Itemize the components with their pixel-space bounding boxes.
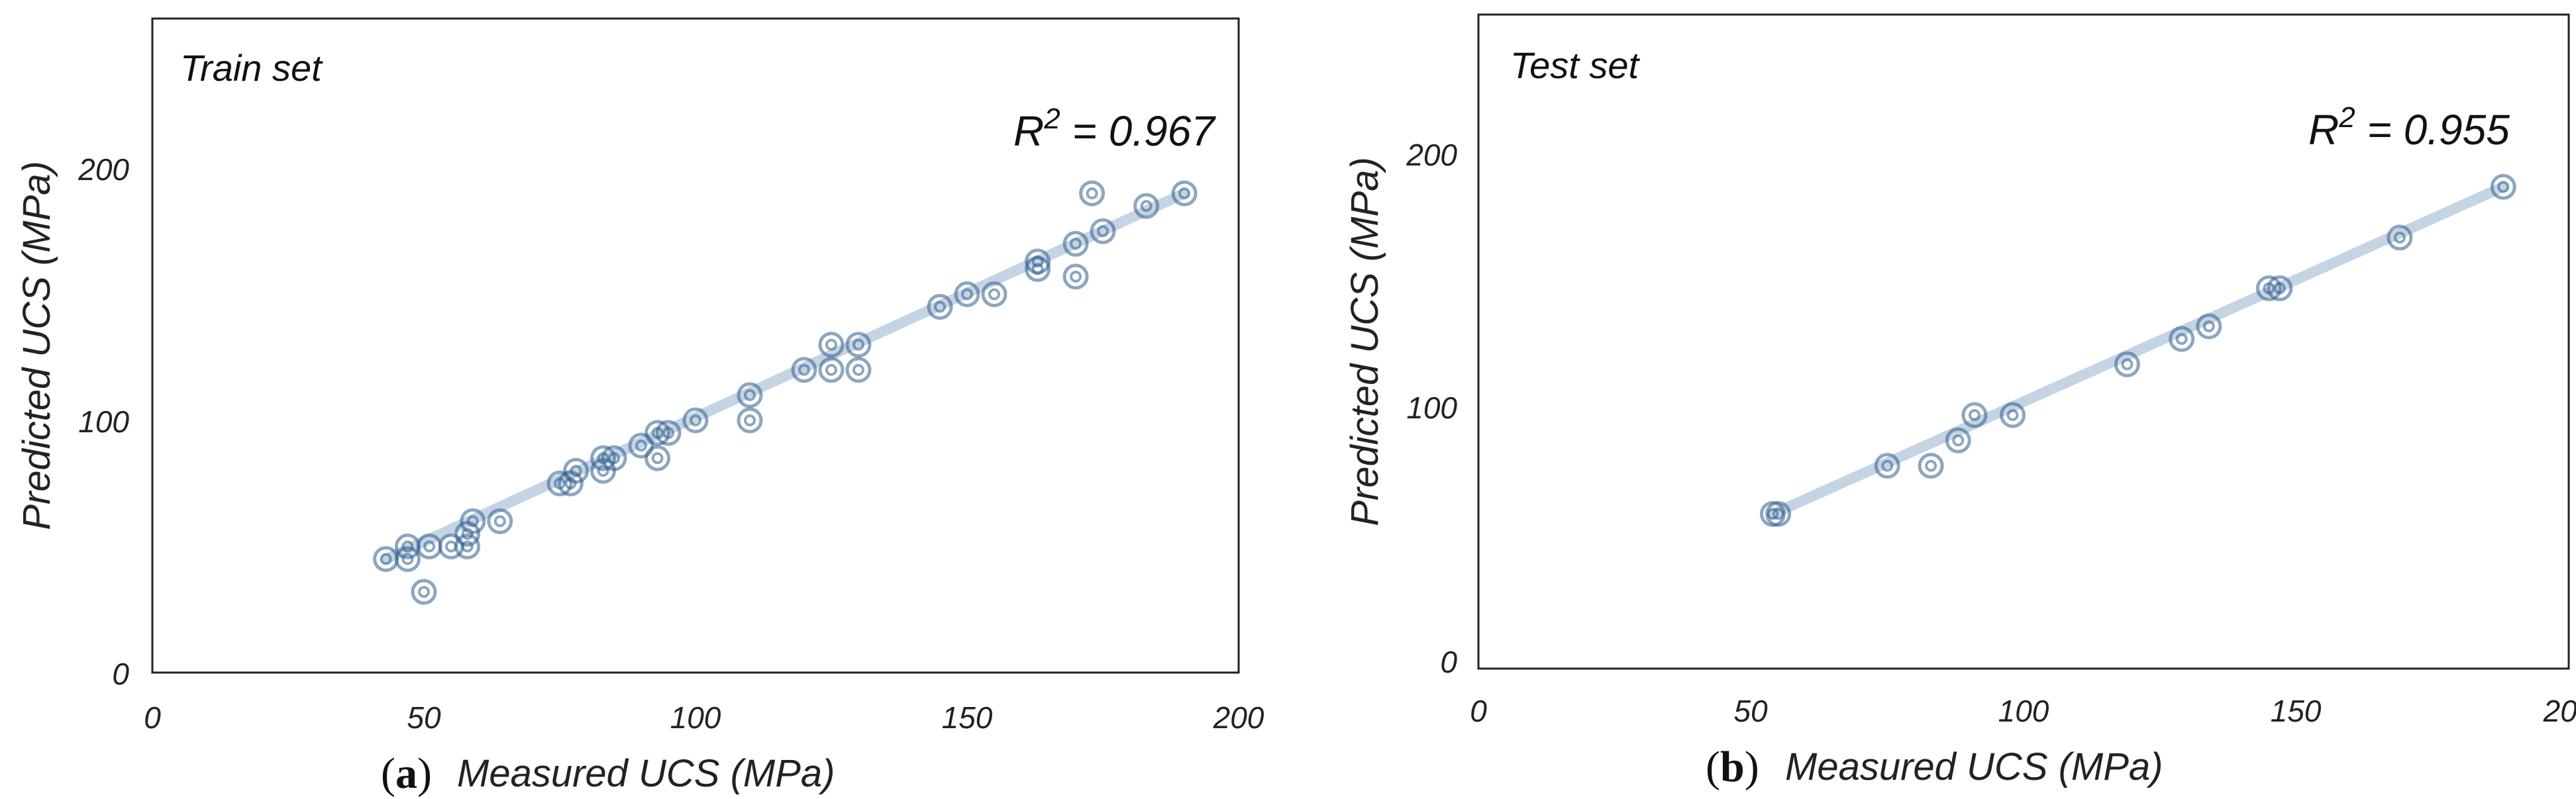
x-tick-label-a: 150 <box>942 700 993 735</box>
data-point <box>737 382 763 408</box>
x-tick-label-b: 200 <box>2543 694 2576 728</box>
panel-a: Train set R2 = 0.967 0 100 200 0 50 100 … <box>15 17 1264 798</box>
data-point <box>1918 453 1944 479</box>
data-point <box>2114 351 2140 377</box>
data-point <box>954 281 980 307</box>
data-point <box>655 420 682 446</box>
data-point <box>845 357 872 383</box>
data-point <box>1062 230 1089 257</box>
data-point <box>460 508 486 534</box>
x-tick-label-b: 0 <box>1470 694 1487 728</box>
r2-exponent-a: 2 <box>1043 103 1060 135</box>
r2-exponent-b: 2 <box>2338 101 2355 134</box>
sublabel-close-paren-b: ) <box>1745 743 1759 791</box>
data-point <box>394 546 421 573</box>
x-tick-label-a: 100 <box>670 700 721 735</box>
data-point <box>454 534 481 559</box>
r2-letter-a: R <box>1013 107 1044 155</box>
y-tick-label-b: 0 <box>1440 645 1457 679</box>
sublabel-letter-a: a <box>395 749 417 798</box>
data-point <box>2387 224 2413 251</box>
data-point <box>1945 427 1971 453</box>
panel-b: Test set R2 = 0.955 0 100 200 0 50 100 1… <box>1343 13 2576 791</box>
r2-annotation-a: R2 = 0.967 <box>1013 103 1216 155</box>
x-tick-label-a: 50 <box>407 700 441 735</box>
sublabel-close-paren-a: ) <box>417 749 432 798</box>
x-tick-label-b: 150 <box>2271 694 2322 728</box>
x-tick-label-a: 0 <box>144 700 161 735</box>
y-ticks-b: 0 100 200 <box>1406 138 1457 679</box>
data-point <box>557 470 584 496</box>
x-axis-label-a: Measured UCS (MPa) <box>457 752 835 795</box>
data-point <box>818 357 845 383</box>
data-point <box>487 508 513 534</box>
data-points-b <box>1759 173 2516 527</box>
y-tick-label-a: 0 <box>112 657 129 691</box>
x-tick-label-b: 50 <box>1733 694 1768 728</box>
data-point <box>791 357 817 383</box>
data-point <box>2267 275 2293 301</box>
r2-annotation-b: R2 = 0.955 <box>2308 101 2510 154</box>
data-point <box>981 281 1007 307</box>
data-point <box>2169 326 2195 352</box>
data-point <box>644 445 671 471</box>
data-point <box>927 294 953 320</box>
data-point <box>1961 402 1988 428</box>
r2-letter-b: R <box>2308 106 2339 154</box>
x-tick-label-a: 200 <box>1213 700 1264 735</box>
panel-title-b: Test set <box>1510 44 1640 86</box>
data-point <box>601 445 627 471</box>
data-point <box>1133 193 1160 219</box>
data-point <box>818 332 845 358</box>
data-point <box>1171 180 1198 207</box>
data-point <box>737 407 763 434</box>
data-point <box>1079 180 1106 207</box>
y-axis-label-a: Predicted UCS (MPa) <box>15 161 58 530</box>
y-tick-label-a: 200 <box>77 152 129 187</box>
x-tick-label-b: 100 <box>1998 694 2049 728</box>
data-point <box>1874 453 1900 479</box>
x-ticks-b: 0 50 100 150 200 <box>1470 694 2576 728</box>
data-point <box>2196 313 2222 340</box>
data-point <box>411 579 437 605</box>
trendline-a <box>380 188 1190 565</box>
y-tick-label-b: 100 <box>1406 391 1457 425</box>
subfigure-label-a: (a) <box>381 749 432 798</box>
sublabel-open-paren-b: ( <box>1706 743 1720 791</box>
data-points-a <box>373 180 1198 605</box>
data-point <box>1062 263 1089 290</box>
sublabel-letter-b: b <box>1720 743 1745 791</box>
data-point <box>1765 500 1792 527</box>
plot-frame-a <box>151 17 1240 674</box>
subfigure-label-b: (b) <box>1706 743 1759 791</box>
data-point <box>1090 218 1116 244</box>
sublabel-open-paren-a: ( <box>381 749 395 798</box>
y-tick-label-b: 200 <box>1406 138 1457 172</box>
r2-value-b: = 0.955 <box>2355 106 2510 154</box>
y-axis-label-b: Predicted UCS (MPa) <box>1343 157 1386 526</box>
x-axis-label-b: Measured UCS (MPa) <box>1785 745 2163 788</box>
data-point <box>682 407 709 434</box>
y-ticks-a: 0 100 200 <box>77 152 129 691</box>
r2-value-a: = 0.967 <box>1060 107 1217 155</box>
data-point <box>2000 402 2026 428</box>
data-point <box>2490 173 2516 200</box>
y-tick-label-a: 100 <box>78 404 129 439</box>
panel-title-a: Train set <box>180 47 323 89</box>
trendline-a <box>380 188 1190 565</box>
data-point <box>628 432 654 459</box>
data-point <box>1025 248 1051 275</box>
plot-frame-b <box>1477 13 2570 670</box>
x-ticks-a: 0 50 100 150 200 <box>144 700 1264 735</box>
data-point <box>845 332 872 358</box>
